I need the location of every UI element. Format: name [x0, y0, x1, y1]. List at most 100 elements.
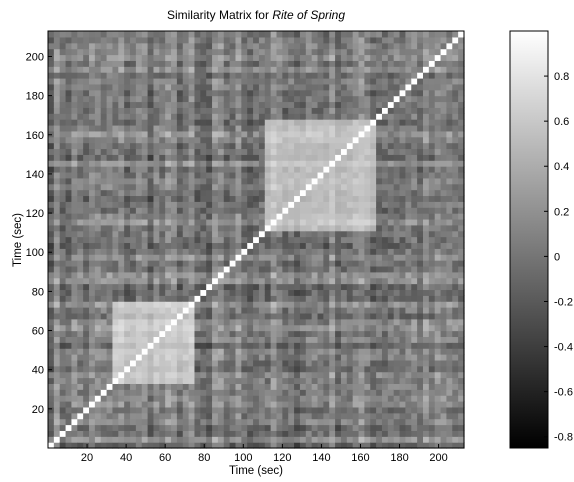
heatmap-cell — [288, 36, 295, 44]
heatmap-cell — [346, 119, 354, 126]
heatmap-cell — [106, 130, 114, 138]
heatmap-cell — [94, 424, 102, 431]
heatmap-cell — [270, 36, 278, 44]
heatmap-cell — [329, 318, 336, 326]
heatmap-cell — [241, 207, 248, 214]
heatmap-cell — [147, 171, 155, 179]
heatmap-cell — [258, 154, 266, 161]
heatmap-cell — [294, 401, 301, 408]
heatmap-cell — [452, 412, 459, 420]
heatmap-cell — [176, 312, 184, 320]
heatmap-cell — [417, 189, 424, 197]
heatmap-cell — [217, 318, 225, 326]
heatmap-cell — [171, 301, 178, 308]
heatmap-cell — [294, 130, 301, 138]
heatmap-cell — [171, 201, 178, 208]
heatmap-cell — [89, 48, 96, 56]
heatmap-cell — [323, 354, 330, 361]
heatmap-cell — [411, 430, 418, 437]
heatmap-cell — [335, 171, 342, 179]
heatmap-cell — [141, 342, 149, 349]
heatmap-cell — [335, 418, 342, 426]
heatmap-cell — [100, 230, 108, 238]
heatmap-cell — [381, 371, 389, 379]
heatmap-cell — [434, 412, 442, 420]
heatmap-cell — [311, 201, 319, 208]
heatmap-cell — [100, 389, 108, 396]
heatmap-cell — [235, 42, 242, 50]
heatmap-cell — [434, 48, 442, 56]
heatmap-cell — [130, 277, 137, 285]
heatmap-cell — [452, 260, 459, 267]
heatmap-cell — [106, 283, 114, 291]
heatmap-cell — [165, 389, 172, 396]
heatmap-cell — [100, 424, 108, 431]
heatmap-cell — [118, 365, 125, 373]
heatmap-cell — [182, 412, 190, 420]
heatmap-cell — [53, 406, 61, 414]
heatmap-cell — [106, 312, 114, 320]
heatmap-cell — [329, 166, 336, 173]
heatmap-cell — [194, 207, 201, 214]
heatmap-cell — [130, 171, 137, 179]
heatmap-cell — [346, 424, 354, 431]
heatmap-cell — [206, 383, 213, 390]
heatmap-cell — [270, 395, 278, 402]
heatmap-cell — [428, 54, 436, 61]
heatmap-cell — [147, 183, 155, 191]
heatmap-cell — [335, 377, 342, 384]
heatmap-cell — [194, 383, 201, 390]
heatmap-cell — [206, 424, 213, 431]
heatmap-cell — [83, 60, 90, 67]
heatmap-cell — [141, 66, 149, 73]
heatmap-cell — [428, 406, 436, 414]
heatmap-cell — [335, 336, 342, 343]
heatmap-cell — [235, 318, 242, 326]
heatmap-cell — [194, 42, 201, 50]
heatmap-cell — [118, 348, 125, 355]
heatmap-cell — [171, 218, 178, 226]
heatmap-cell — [118, 201, 125, 208]
heatmap-cell — [411, 72, 418, 79]
heatmap-cell — [364, 83, 371, 91]
heatmap-cell — [411, 148, 418, 155]
heatmap-cell — [428, 213, 436, 220]
heatmap-cell — [241, 183, 248, 191]
heatmap-cell — [229, 201, 237, 208]
heatmap-cell — [65, 395, 73, 402]
heatmap-cell — [417, 171, 424, 179]
heatmap-cell — [53, 383, 61, 390]
heatmap-cell — [48, 354, 55, 361]
heatmap-cell — [65, 289, 73, 296]
heatmap-cell — [282, 265, 289, 273]
heatmap-cell — [264, 242, 272, 249]
heatmap-cell — [100, 271, 108, 279]
heatmap-cell — [229, 31, 237, 38]
heatmap-cell — [317, 236, 324, 244]
heatmap-cell — [405, 83, 412, 91]
heatmap-cell — [264, 31, 272, 38]
heatmap-cell — [147, 271, 155, 279]
heatmap-cell — [270, 242, 278, 249]
heatmap-cell — [147, 236, 155, 244]
heatmap-cell — [241, 189, 248, 197]
heatmap-cell — [53, 371, 61, 379]
heatmap-cell — [358, 183, 365, 191]
heatmap-cell — [381, 213, 389, 220]
heatmap-cell — [100, 265, 108, 273]
heatmap-cell — [440, 195, 448, 202]
heatmap-cell — [147, 119, 155, 126]
heatmap-cell — [217, 377, 225, 384]
heatmap-cell — [188, 213, 196, 220]
heatmap-cell — [223, 101, 231, 108]
heatmap-cell — [335, 401, 342, 408]
heatmap-cell — [135, 330, 143, 338]
heatmap-cell — [59, 213, 67, 220]
heatmap-cell — [370, 389, 377, 396]
heatmap-cell — [182, 42, 190, 50]
heatmap-cell — [264, 189, 272, 197]
heatmap-cell — [235, 359, 242, 367]
heatmap-cell — [229, 119, 237, 126]
heatmap-cell — [446, 154, 453, 161]
heatmap-cell — [247, 442, 254, 449]
